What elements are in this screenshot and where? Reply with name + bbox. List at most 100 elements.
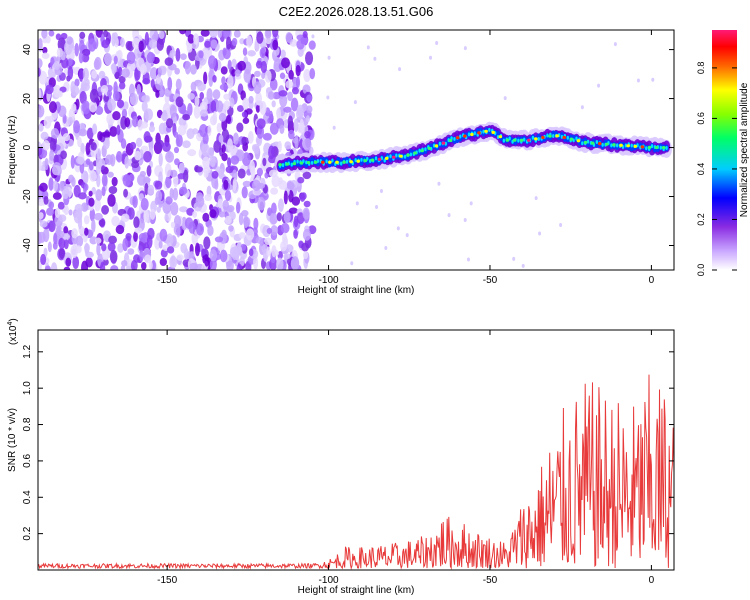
- ridge-blob: [517, 138, 520, 143]
- noise-blob: [169, 49, 176, 57]
- noise-blob: [236, 263, 243, 270]
- ridge-blob: [531, 135, 535, 140]
- spectrogram-xtick-label: -100: [319, 275, 339, 286]
- noise-blob: [202, 48, 210, 60]
- ridge-blob: [610, 143, 613, 148]
- ridge-blob: [586, 139, 590, 144]
- colorbar-tick-label: 0.8: [696, 62, 706, 75]
- noise-blob: [271, 175, 280, 188]
- ridge-peak: [413, 151, 417, 155]
- noise-blob: [141, 95, 150, 103]
- noise-blob: [255, 92, 263, 106]
- noise-blob: [186, 43, 193, 53]
- noise-blob: [308, 40, 316, 50]
- noise-blob: [197, 82, 206, 92]
- noise-blob: [288, 69, 294, 80]
- ridge-blob: [566, 135, 569, 140]
- noise-blob: [173, 214, 182, 228]
- ridge-peak: [640, 145, 645, 149]
- noise-blob: [301, 242, 309, 252]
- noise-blob: [613, 42, 617, 47]
- noise-blob: [221, 229, 227, 239]
- noise-blob: [42, 228, 50, 243]
- ridge-peak: [526, 138, 531, 142]
- noise-blob: [155, 190, 163, 202]
- noise-blob: [236, 105, 244, 112]
- ridge-peak: [597, 142, 602, 146]
- ridge-blob: [523, 137, 526, 142]
- ridge-blob: [482, 129, 485, 134]
- noise-blob: [651, 77, 655, 82]
- snr-ytick-label: 0.4: [22, 490, 33, 504]
- noise-blob: [222, 48, 231, 60]
- ridge-blob: [467, 132, 471, 137]
- ridge-peak: [583, 140, 588, 144]
- noise-blob: [256, 31, 264, 44]
- noise-blob: [306, 94, 313, 103]
- noise-blob: [68, 209, 73, 216]
- noise-blob: [170, 221, 176, 229]
- noise-blob: [108, 235, 117, 245]
- noise-blob: [239, 256, 246, 267]
- noise-blob: [98, 219, 105, 227]
- snr-xtick-label: 0: [649, 575, 655, 586]
- snr-ytick-label: 1.0: [22, 381, 33, 395]
- noise-blob: [512, 256, 516, 261]
- ridge-peak: [654, 145, 659, 150]
- noise-blob: [109, 249, 118, 264]
- noise-blob: [81, 260, 89, 270]
- noise-blob: [299, 118, 305, 133]
- ridge-peak: [541, 135, 545, 140]
- ridge-blob: [459, 134, 462, 139]
- noise-blob: [262, 157, 267, 167]
- ridge-peak: [328, 160, 332, 164]
- noise-blob: [223, 100, 230, 111]
- noise-blob: [38, 104, 45, 118]
- ridge-blob: [624, 143, 628, 148]
- noise-blob: [559, 222, 563, 227]
- ridge-blob: [595, 139, 599, 144]
- noise-blob: [227, 157, 232, 168]
- noise-blob: [157, 67, 163, 77]
- noise-blob: [110, 153, 116, 167]
- ridge-blob: [325, 159, 328, 164]
- noise-blob: [208, 55, 217, 69]
- noise-blob: [295, 64, 301, 77]
- noise-blob: [260, 60, 268, 73]
- ridge-peak: [505, 138, 510, 142]
- noise-blob: [297, 176, 305, 184]
- noise-blob: [38, 158, 42, 171]
- ridge-blob: [389, 154, 392, 159]
- noise-blob: [267, 207, 272, 217]
- noise-blob: [228, 225, 234, 232]
- snr-frame: [37, 329, 675, 571]
- ridge-peak: [477, 131, 481, 135]
- noise-blob: [148, 125, 155, 133]
- noise-blob: [122, 238, 129, 252]
- noise-blob: [182, 169, 189, 183]
- noise-blob: [91, 70, 98, 79]
- noise-blob: [98, 70, 106, 80]
- snr-panel: -150 -100 -50 0 0.2 0.4 0.6 0.8 1.0 1.2 Height of…: [7, 318, 675, 596]
- noise-blob: [256, 118, 266, 129]
- noise-blob: [90, 141, 97, 151]
- noise-blob: [79, 31, 86, 39]
- noise-blob: [156, 38, 165, 51]
- ridge-blob: [339, 161, 343, 166]
- noise-blob: [50, 128, 60, 139]
- ridge-blob: [418, 148, 421, 153]
- noise-blob: [405, 233, 409, 238]
- snr-xtick-label: -150: [157, 575, 177, 586]
- noise-blob: [243, 69, 252, 83]
- noise-blob: [266, 246, 271, 257]
- noise-blob: [233, 30, 241, 38]
- noise-blob: [175, 96, 184, 108]
- ridge-blob: [345, 159, 349, 164]
- noise-blob: [127, 248, 135, 255]
- noise-blob: [77, 216, 83, 230]
- noise-blob: [189, 262, 199, 270]
- ridge-blob: [473, 131, 477, 136]
- noise-blob: [219, 83, 229, 91]
- spectrogram-xtick-label: -50: [483, 275, 498, 286]
- noise-blob: [429, 55, 433, 60]
